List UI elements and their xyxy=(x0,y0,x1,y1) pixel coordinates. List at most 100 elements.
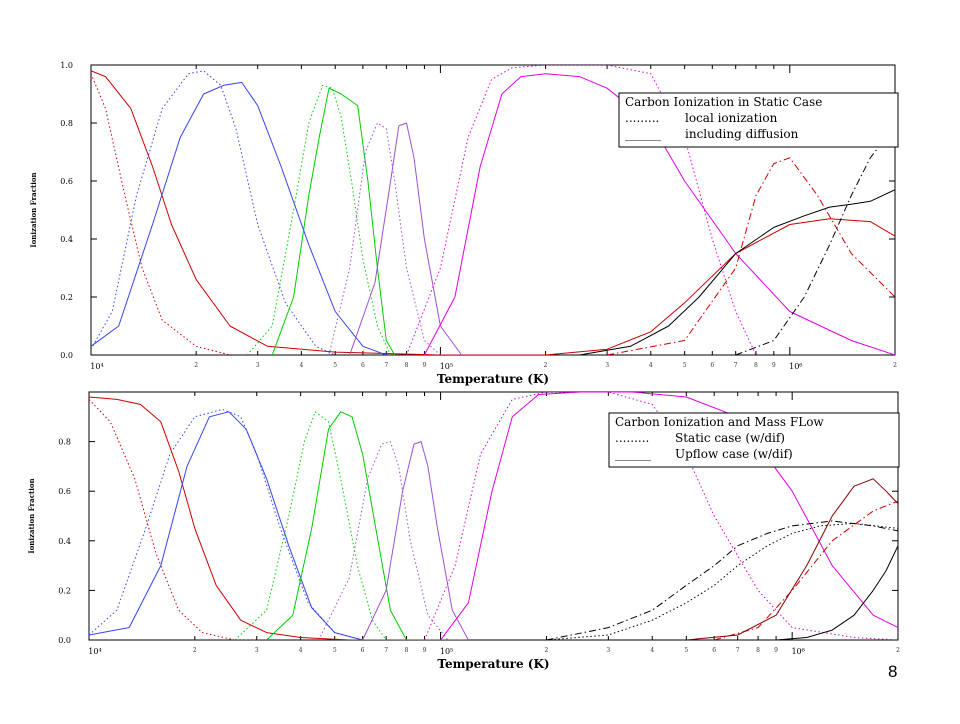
series-line-8 xyxy=(349,122,463,355)
y-tick-label: 0.8 xyxy=(60,119,73,128)
x-minor-tick-label: 6 xyxy=(712,647,716,654)
series-line-10 xyxy=(423,73,895,355)
series-line-4 xyxy=(89,411,387,640)
legend-marker: ______ xyxy=(625,127,661,141)
y-tick-label: 0.4 xyxy=(60,235,73,244)
series-line-9 xyxy=(424,392,898,640)
series-line-10 xyxy=(440,392,898,640)
x-minor-tick-label: 7 xyxy=(734,362,738,369)
x-minor-tick-label: 7 xyxy=(384,362,388,369)
y-tick-label: 0.6 xyxy=(58,487,71,496)
series-line-4 xyxy=(91,81,387,355)
x-minor-tick-label: 7 xyxy=(736,647,740,654)
y-tick-label: 0.0 xyxy=(58,636,71,645)
legend-box xyxy=(618,92,899,148)
series-line-8 xyxy=(362,441,469,640)
x-tick-label: 10⁶ xyxy=(789,362,802,371)
series-line-12 xyxy=(714,500,898,640)
x-tick-label: 10⁶ xyxy=(791,647,804,656)
x-minor-tick-label: 4 xyxy=(299,362,303,369)
x-minor-tick-label: 9 xyxy=(774,647,778,654)
series-line-1 xyxy=(89,399,267,640)
y-tick-label: 0.2 xyxy=(60,293,73,302)
series-group xyxy=(89,392,898,640)
y-tick-label: 1.0 xyxy=(60,61,73,70)
x-tick-label: 10⁴ xyxy=(90,362,103,371)
series-line-5 xyxy=(234,411,387,640)
x-minor-tick-label: 9 xyxy=(772,362,776,369)
chart-2: 0.0 0.2 0.4 0.6 0.8 2 3 4 5 6 7 8 9 2 3 4 5 6 7 8 9 2 10⁴ 10⁵ 10… xyxy=(27,391,900,671)
chart-1: 0.0 0.2 0.4 0.6 0.8 1.0 2 3 4 5 6 7 8 9 2 3 4 5 6 7 8 9 2 10⁴ 10… xyxy=(29,61,899,386)
series-line-11 xyxy=(546,520,898,640)
x-minor-tick-label: 8 xyxy=(405,647,409,654)
series-line-14 xyxy=(686,478,898,640)
x-minor-tick-label: 8 xyxy=(754,362,758,369)
y-tick-label: 0.2 xyxy=(58,586,71,595)
legend-marker: ......... xyxy=(625,111,659,125)
x-minor-tick-label: 9 xyxy=(423,362,427,369)
series-group xyxy=(91,65,895,355)
series-line-11 xyxy=(607,157,895,355)
x-minor-tick-label: 3 xyxy=(256,362,260,369)
x-minor-tick-label: 3 xyxy=(605,362,609,369)
series-line-7 xyxy=(328,122,441,355)
legend-title: Carbon Ionization in Static Case xyxy=(625,95,822,109)
x-minor-tick-label: 3 xyxy=(255,647,259,654)
x-minor-tick-label: 8 xyxy=(756,647,760,654)
legend-entry: Static case (w/dif) xyxy=(675,431,785,445)
x-minor-tick-label: 5 xyxy=(684,647,688,654)
series-line-6 xyxy=(271,87,396,355)
legend-title: Carbon Ionization and Mass FLow xyxy=(615,415,824,429)
series-line-1 xyxy=(91,73,231,355)
x-minor-tick-label: 4 xyxy=(649,362,653,369)
y-axis-label: Ionization Fraction xyxy=(29,172,38,247)
x-minor-tick-label: 9 xyxy=(423,647,427,654)
series-line-13 xyxy=(546,522,898,640)
x-minor-tick-label: 5 xyxy=(333,647,337,654)
x-minor-tick-label: 4 xyxy=(650,647,654,654)
x-minor-tick-label: 2 xyxy=(896,647,900,654)
series-line-3 xyxy=(91,70,336,355)
x-minor-tick-label: 6 xyxy=(361,647,365,654)
x-minor-tick-label: 6 xyxy=(710,362,714,369)
series-line-9 xyxy=(406,65,757,355)
series-line-2 xyxy=(91,70,546,355)
y-tick-label: 0.8 xyxy=(58,438,71,447)
x-minor-tick-label: 2 xyxy=(893,362,897,369)
series-line-15 xyxy=(776,545,898,640)
x-tick-label: 10⁵ xyxy=(440,647,453,656)
x-minor-tick-label: 5 xyxy=(333,362,337,369)
x-minor-tick-label: 2 xyxy=(545,647,549,654)
x-tick-label: 10⁵ xyxy=(440,362,453,371)
x-minor-tick-label: 8 xyxy=(405,362,409,369)
x-minor-tick-label: 3 xyxy=(606,647,610,654)
x-minor-tick-label: 7 xyxy=(384,647,388,654)
legend-entry: including diffusion xyxy=(685,127,799,141)
x-minor-tick-label: 2 xyxy=(194,362,198,369)
y-tick-label: 0.4 xyxy=(58,537,71,546)
legend-marker: ______ xyxy=(615,447,651,461)
legend-box xyxy=(608,412,900,468)
x-minor-tick-label: 6 xyxy=(361,362,365,369)
x-axis-label: Temperature (K) xyxy=(437,657,549,671)
series-line-13 xyxy=(735,125,895,355)
series-line-7 xyxy=(318,441,449,640)
x-minor-tick-label: 2 xyxy=(193,647,197,654)
x-tick-label: 10⁴ xyxy=(88,647,101,656)
series-line-6 xyxy=(266,411,407,640)
series-line-14 xyxy=(579,189,895,355)
x-axis-label: Temperature (K) xyxy=(437,372,549,386)
y-axis-label: Ionization Fraction xyxy=(27,478,36,553)
legend-marker: ......... xyxy=(615,431,649,445)
page-number: 8 xyxy=(888,662,898,681)
legend-entry: local ionization xyxy=(685,111,778,125)
legend-entry: Upflow case (w/dif) xyxy=(675,447,793,461)
x-minor-tick-label: 2 xyxy=(544,362,548,369)
x-minor-tick-label: 5 xyxy=(683,362,687,369)
series-line-3 xyxy=(89,408,363,640)
x-minor-tick-label: 4 xyxy=(299,647,303,654)
y-tick-label: 0.0 xyxy=(60,351,73,360)
series-line-5 xyxy=(246,84,392,355)
